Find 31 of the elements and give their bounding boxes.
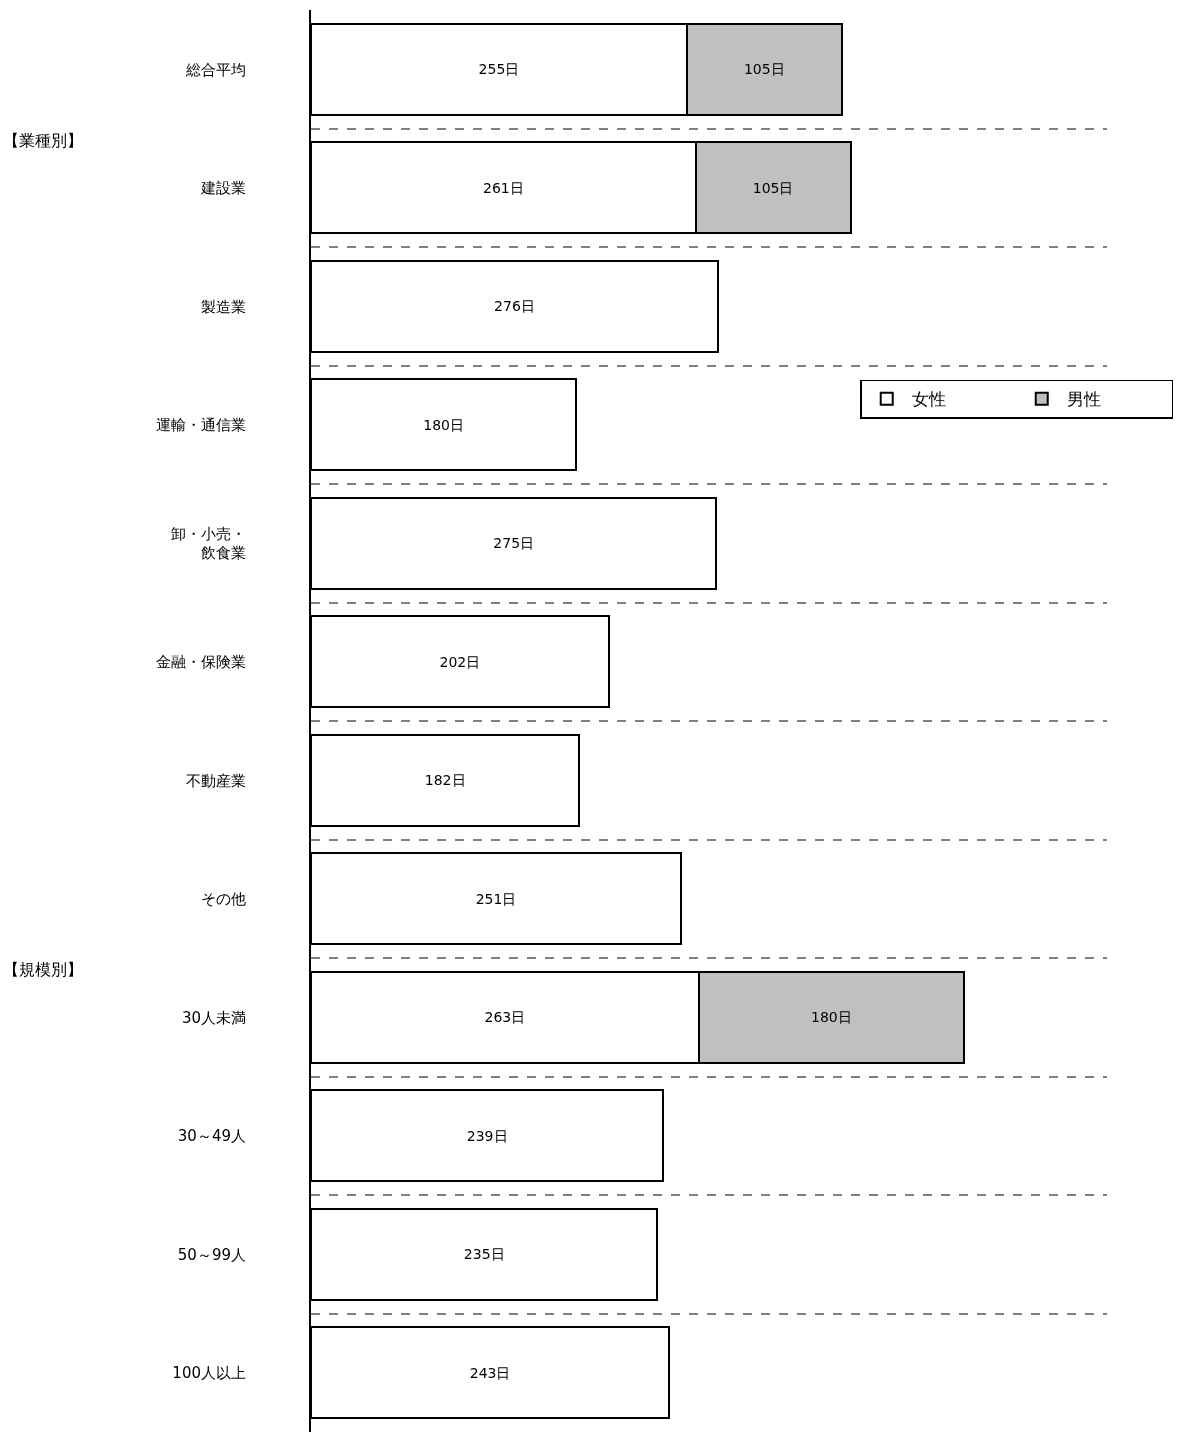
data-label: 255日 [478,61,520,78]
y-tick-label: 建設業 [200,179,246,197]
data-label: 276日 [494,298,535,315]
data-label: 263日 [484,1009,526,1026]
legend-label: 男性 [1066,389,1101,410]
y-tick-label: 運輸・通信業 [156,416,246,434]
data-label: 182日 [424,772,466,789]
y-tick-label: 金融・保険業 [156,653,246,671]
y-tick-label: 不動産業 [186,771,246,790]
data-label: 243日 [469,1364,511,1381]
legend-label: 女性 [911,389,946,410]
data-label: 261日 [483,179,524,196]
text: 【規模別】 [3,960,83,979]
y-tick-label: 総合平均 [185,60,246,79]
data-label: 235日 [463,1246,505,1263]
data-label: 105日 [743,61,785,78]
y-tick-label: その他 [201,890,246,908]
y-tick-label: 30～49人 [177,1127,246,1145]
y-tick-label: 30人未満 [181,1008,246,1027]
y-tick-label: 製造業 [201,297,246,316]
data-label: 180日 [810,1009,852,1026]
data-label: 105日 [752,179,794,196]
y-tick-label: 卸・小売・飲食業 [171,524,246,563]
data-label: 275日 [493,535,535,552]
data-label: 180日 [423,416,465,433]
text: 【業種別】 [3,131,83,150]
y-tick-label: 50～99人 [177,1245,246,1264]
data-label: 202日 [439,653,481,670]
data-label: 239日 [466,1127,508,1144]
data-label: 251日 [475,890,517,907]
y-tick-label: 100人以上 [172,1364,246,1382]
